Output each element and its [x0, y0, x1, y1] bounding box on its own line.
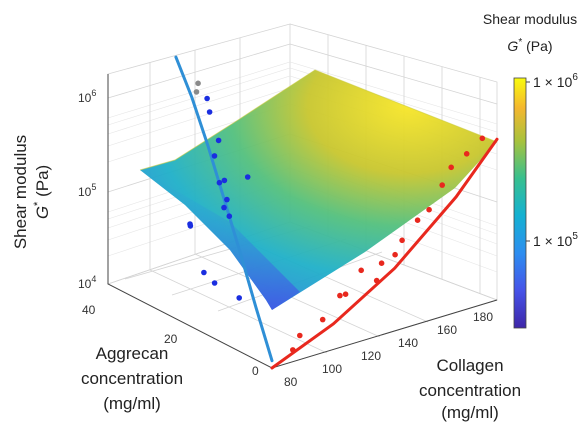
- colorbar: Shear modulus G* (Pa) 1 × 106 1 × 105: [483, 11, 578, 329]
- z-axis-label-line2: G* (Pa): [32, 165, 52, 219]
- x-ticks: 80 100 120 140 160 180: [284, 310, 493, 389]
- z-ticks: 104 105 106: [78, 88, 96, 291]
- fit-line-4: [270, 137, 499, 370]
- colorbar-title-line2: G* (Pa): [507, 37, 552, 54]
- data-point-1-3: [337, 292, 343, 299]
- data-point-2-1: [195, 80, 201, 87]
- data-point-1-13: [448, 164, 455, 171]
- y-axis-label-line: concentration: [81, 369, 183, 388]
- data-point-0-11: [211, 153, 218, 159]
- chart-marks: [174, 55, 499, 370]
- colorbar-tick-label: 1 × 105: [533, 231, 578, 249]
- x-axis-label: Collagen concentration (mg/ml): [419, 356, 521, 422]
- data-point-0-9: [216, 179, 223, 186]
- data-point-1-2: [319, 316, 326, 323]
- x-tick-label: 140: [398, 336, 418, 350]
- data-point-1-10: [414, 217, 421, 223]
- z-tick-label: 105: [78, 182, 96, 199]
- data-point-0-7: [221, 177, 228, 184]
- data-point-2-0: [193, 89, 200, 95]
- data-point-0-6: [224, 196, 230, 203]
- data-point-1-11: [426, 206, 432, 213]
- fitted-surface: [139, 69, 498, 310]
- data-point-1-6: [373, 277, 380, 284]
- y-tick-label: 20: [164, 332, 178, 346]
- data-point-0-0: [236, 295, 242, 301]
- data-point-1-5: [358, 267, 365, 274]
- data-point-0-10: [244, 174, 251, 180]
- x-axis-label-line: concentration: [419, 381, 521, 400]
- data-point-1-9: [399, 237, 405, 244]
- data-point-0-12: [215, 137, 222, 144]
- data-point-1-8: [392, 251, 398, 258]
- data-point-0-1: [201, 269, 207, 276]
- data-point-1-15: [479, 135, 486, 142]
- data-point-0-13: [206, 109, 213, 115]
- y-axis-label-line: (mg/ml): [103, 394, 161, 413]
- data-point-1-1: [297, 332, 303, 339]
- data-point-1-4: [342, 291, 349, 298]
- colorbar-tick-label: 1 × 106: [533, 72, 578, 90]
- colorbar-title-line1: Shear modulus: [483, 11, 577, 27]
- data-point-1-0: [290, 347, 296, 353]
- z-axis-label: Shear modulus G* (Pa): [11, 135, 52, 249]
- x-tick-label: 80: [284, 375, 298, 389]
- data-point-0-2: [211, 280, 218, 286]
- z-axis-label-line1: Shear modulus: [11, 135, 30, 249]
- data-point-0-5: [226, 213, 233, 219]
- x-axis-label-line: (mg/ml): [441, 403, 499, 422]
- x-axis-label-line: Collagen: [436, 356, 503, 375]
- y-ticks: 0 20 40: [82, 303, 259, 378]
- data-point-0-14: [204, 95, 210, 102]
- y-axis-label-line: Aggrecan: [96, 344, 169, 363]
- y-tick-label: 40: [82, 303, 96, 317]
- colorbar-gradient: [513, 77, 527, 329]
- z-tick-label: 106: [78, 88, 96, 105]
- data-point-0-4: [187, 221, 193, 227]
- x-tick-label: 180: [473, 310, 493, 324]
- fit-line-3: [174, 55, 274, 363]
- x-tick-label: 100: [322, 362, 342, 376]
- data-point-1-14: [463, 151, 470, 157]
- y-tick-label: 0: [252, 364, 259, 378]
- x-tick-label: 160: [437, 323, 457, 337]
- x-tick-label: 120: [361, 349, 381, 363]
- data-point-1-7: [378, 260, 385, 267]
- y-axis-label: Aggrecan concentration (mg/ml): [81, 344, 183, 413]
- data-point-0-8: [221, 204, 227, 211]
- data-point-1-12: [439, 182, 446, 188]
- z-tick-label: 104: [78, 274, 96, 291]
